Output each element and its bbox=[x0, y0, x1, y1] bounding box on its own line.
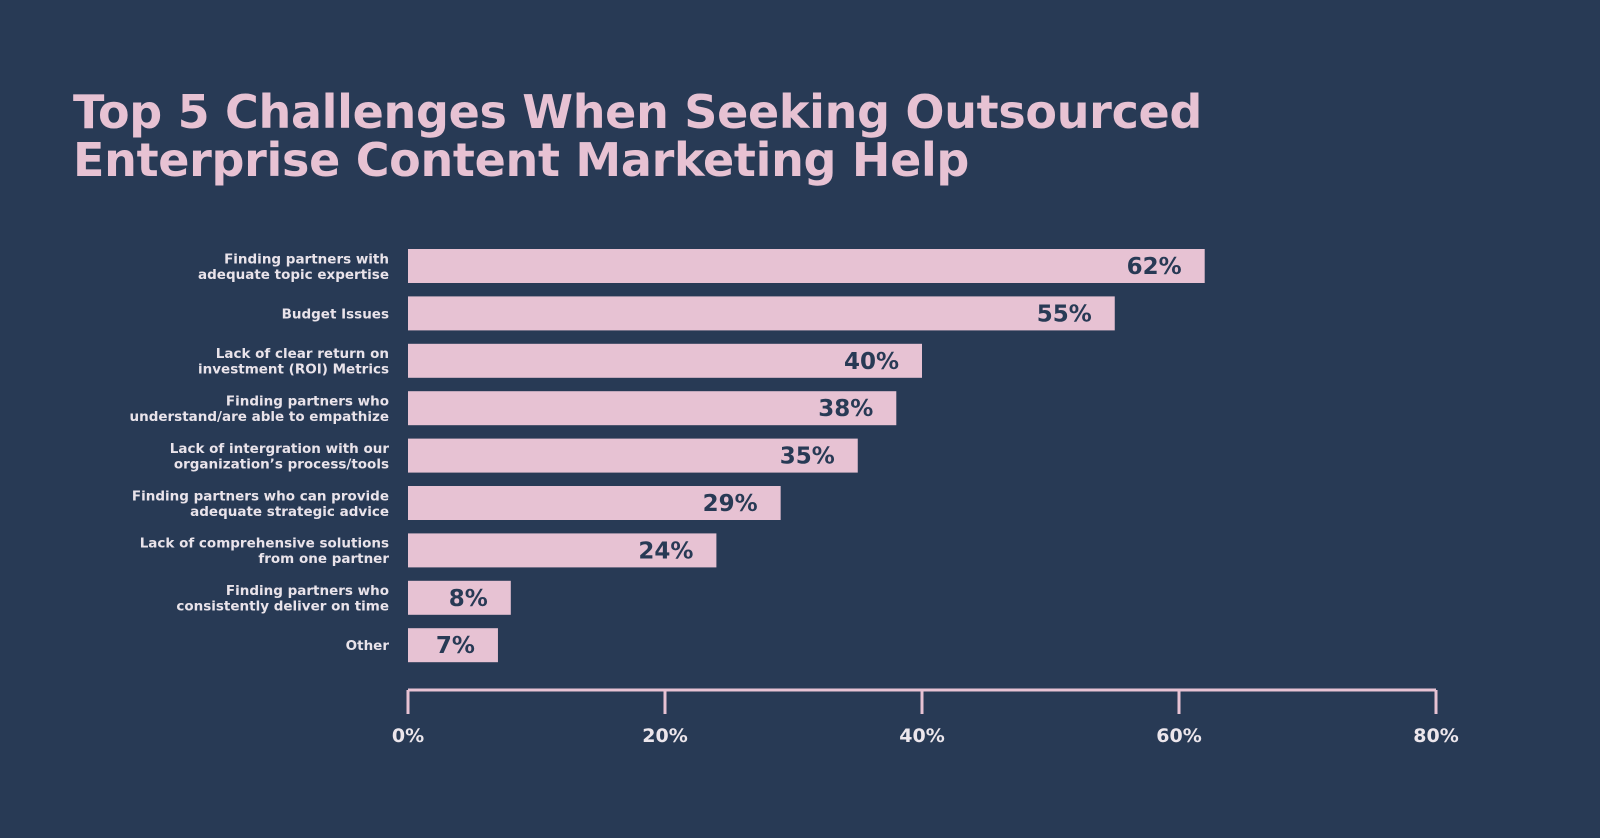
x-tick-label: 80% bbox=[1413, 725, 1458, 747]
category-label: Budget Issues bbox=[282, 306, 389, 322]
bar-value-label: 40% bbox=[844, 349, 899, 375]
category-label: Lack of comprehensive solutions bbox=[140, 536, 389, 552]
bar-value-label: 38% bbox=[818, 396, 873, 422]
category-label: Finding partners with bbox=[224, 251, 389, 267]
bar-value-label: 62% bbox=[1127, 254, 1182, 280]
chart-title-line-2: Enterprise Content Marketing Help bbox=[73, 133, 970, 187]
chart-title-line-1: Top 5 Challenges When Seeking Outsourced bbox=[73, 85, 1203, 139]
bar-value-label: 24% bbox=[638, 538, 693, 564]
category-label: understand/are able to empathize bbox=[129, 409, 389, 425]
x-tick-label: 20% bbox=[642, 725, 687, 747]
bar bbox=[408, 580, 511, 615]
x-tick-label: 40% bbox=[899, 725, 944, 747]
category-label: Finding partners who bbox=[226, 583, 389, 599]
x-tick-label: 60% bbox=[1156, 725, 1201, 747]
category-label: adequate topic expertise bbox=[198, 267, 389, 283]
bar-value-label: 55% bbox=[1037, 301, 1092, 327]
bar-value-label: 35% bbox=[780, 444, 835, 470]
bar bbox=[408, 533, 717, 568]
bar bbox=[408, 343, 922, 378]
bar bbox=[408, 296, 1115, 331]
chart-title: Top 5 Challenges When Seeking Outsourced… bbox=[73, 88, 1373, 184]
category-label: Lack of intergration with our bbox=[170, 441, 390, 457]
bar-value-label: 29% bbox=[703, 491, 758, 517]
bar-value-label: 7% bbox=[436, 633, 475, 659]
bar bbox=[408, 249, 1205, 283]
category-label: organization’s process/tools bbox=[174, 456, 389, 472]
bar bbox=[408, 391, 897, 426]
category-label: consistently deliver on time bbox=[176, 599, 389, 615]
category-label: Finding partners who can provide bbox=[132, 488, 389, 504]
x-tick-label: 0% bbox=[392, 725, 424, 747]
bar bbox=[408, 486, 781, 520]
category-label: Finding partners who bbox=[226, 393, 389, 409]
bar bbox=[408, 628, 498, 663]
bar bbox=[408, 438, 858, 473]
category-label: investment (ROI) Metrics bbox=[198, 362, 389, 378]
category-label: adequate strategic advice bbox=[190, 504, 389, 520]
category-label: Lack of clear return on bbox=[216, 346, 389, 362]
category-label: from one partner bbox=[258, 551, 389, 567]
category-label: Other bbox=[346, 638, 390, 654]
x-axis: 0% 20% 40% 60% 80% bbox=[392, 688, 1459, 747]
bar-value-label: 8% bbox=[449, 586, 488, 612]
